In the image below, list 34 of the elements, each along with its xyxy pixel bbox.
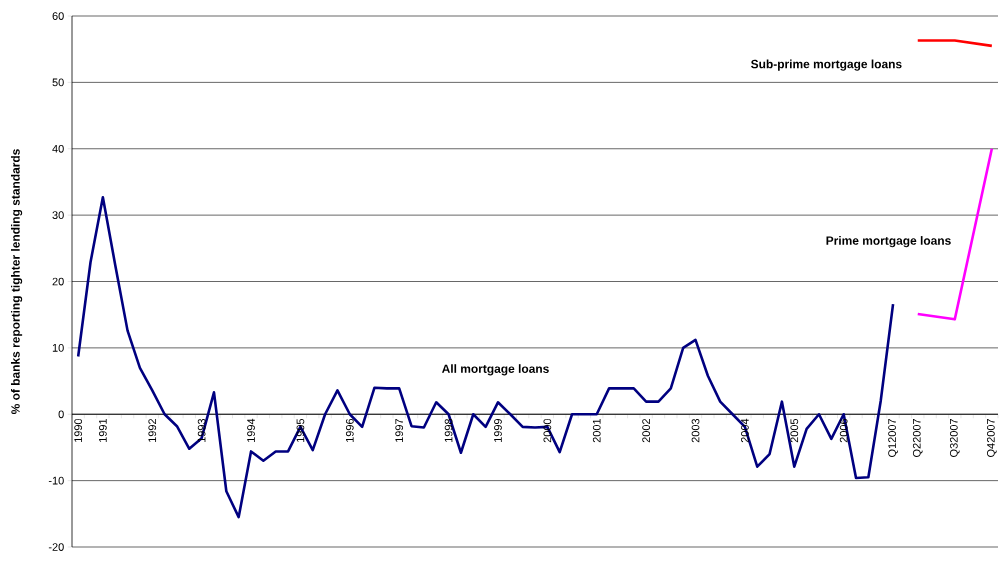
x-tick-label: 2004: [741, 418, 749, 443]
y-tick-label: -10: [48, 476, 64, 485]
text: Sub-prime mortgage loans: [751, 59, 902, 71]
x-tick-label: Q32007: [949, 419, 960, 457]
y-tick-label: 40: [52, 144, 64, 153]
y-axis-title: % of banks reporting tighter lending standards: [10, 149, 23, 415]
y-tick-label: -20: [48, 543, 64, 551]
series-label: Prime mortgage loans: [826, 236, 951, 248]
x-tick-label: 2005: [790, 418, 799, 443]
x-tick-label: 2000: [543, 418, 552, 443]
y-tick-label: 50: [52, 78, 64, 87]
y-tick-label: 10: [52, 344, 64, 352]
x-tick-label: 1997: [395, 419, 404, 442]
x-tick-label: 2003: [691, 418, 700, 443]
x-tick-label: 1994: [247, 418, 255, 442]
x-tick-label: 1996: [345, 418, 354, 442]
y-tick-label: 20: [52, 277, 64, 286]
x-tick-label: 1991: [99, 418, 107, 442]
x-tick-label: 1992: [148, 419, 157, 442]
x-tick-label: Q22007: [912, 419, 923, 457]
x-tick-label: 2006: [839, 418, 848, 443]
x-tick-label: 1999: [494, 418, 502, 442]
text: All mortgage loans: [441, 364, 549, 376]
x-tick-label: Q12007: [888, 419, 898, 457]
y-tick-label: 30: [52, 211, 64, 220]
x-tick-label: 1995: [296, 418, 305, 442]
y-tick-label: 0: [58, 410, 64, 419]
x-tick-label: 2001: [592, 418, 601, 443]
x-tick-label: 1993: [197, 418, 206, 442]
x-tick-label: 1998: [444, 418, 453, 442]
x-tick-label: 1990: [74, 418, 83, 442]
x-tick-label: 2002: [642, 419, 651, 443]
y-tick-label: 60: [52, 12, 64, 20]
x-tick-label: Q42007: [986, 419, 997, 457]
